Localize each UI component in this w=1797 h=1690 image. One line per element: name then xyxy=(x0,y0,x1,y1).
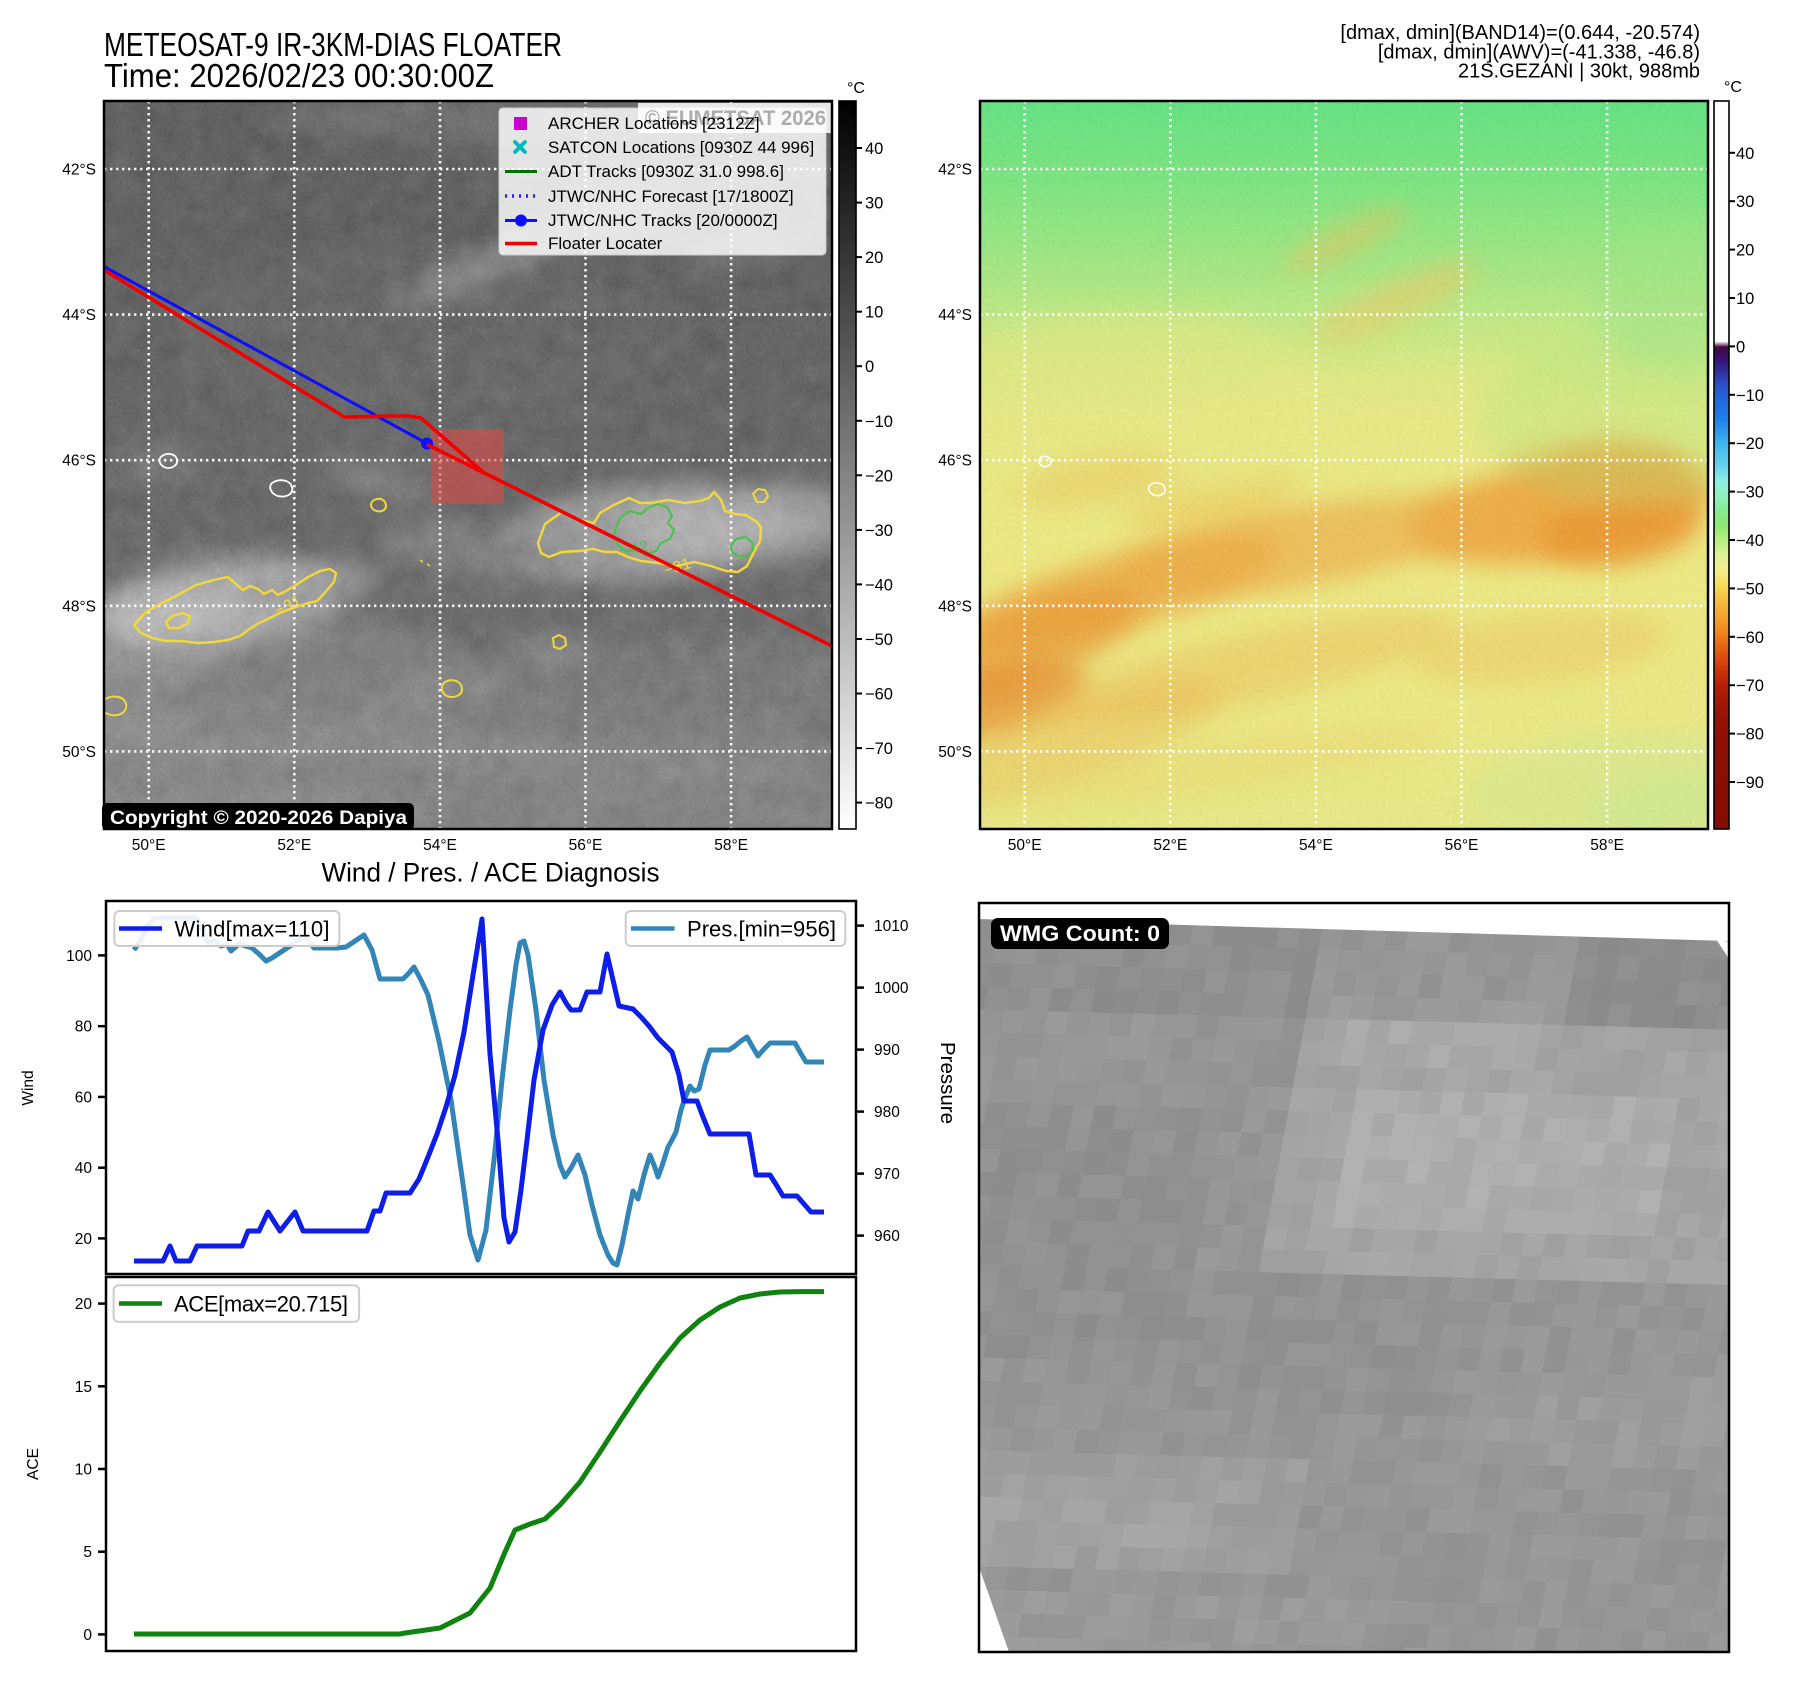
svg-text:60: 60 xyxy=(75,1089,93,1106)
svg-text:980: 980 xyxy=(874,1104,900,1121)
svg-text:40: 40 xyxy=(865,140,883,158)
svg-text:990: 990 xyxy=(874,1042,900,1059)
svg-text:−80: −80 xyxy=(1736,726,1764,744)
svg-text:°C: °C xyxy=(847,80,865,97)
svg-text:ACE[max=20.715]: ACE[max=20.715] xyxy=(174,1292,348,1317)
svg-text:−50: −50 xyxy=(1736,580,1764,598)
svg-text:Pressure: Pressure xyxy=(936,1042,959,1124)
svg-text:−70: −70 xyxy=(1736,677,1764,695)
svg-text:Time: 2026/02/23 00:30:00Z: Time: 2026/02/23 00:30:00Z xyxy=(104,57,494,94)
svg-text:21S.GEZANI | 30kt, 988mb: 21S.GEZANI | 30kt, 988mb xyxy=(1458,61,1700,83)
svg-text:METEOSAT-9 IR-3KM-DIAS FLOATER: METEOSAT-9 IR-3KM-DIAS FLOATER xyxy=(104,26,562,63)
svg-text:56°E: 56°E xyxy=(569,837,603,854)
svg-text:58°E: 58°E xyxy=(714,837,748,854)
svg-text:−70: −70 xyxy=(865,740,893,758)
svg-text:0: 0 xyxy=(83,1627,92,1644)
svg-text:Pres.[min=956]: Pres.[min=956] xyxy=(687,917,836,942)
svg-text:−90: −90 xyxy=(1736,774,1764,792)
svg-text:ADT Tracks [0930Z 31.0 998.6]: ADT Tracks [0930Z 31.0 998.6] xyxy=(548,162,784,181)
svg-text:50°E: 50°E xyxy=(1008,837,1042,854)
svg-text:20: 20 xyxy=(75,1296,93,1313)
svg-text:[dmax, dmin](AWV)=(-41.338, -4: [dmax, dmin](AWV)=(-41.338, -46.8) xyxy=(1378,41,1700,63)
svg-text:Wind: Wind xyxy=(20,1070,37,1105)
svg-text:−80: −80 xyxy=(865,795,893,813)
svg-text:10: 10 xyxy=(865,304,883,322)
svg-text:40: 40 xyxy=(1736,145,1754,163)
svg-text:970: 970 xyxy=(874,1166,900,1183)
svg-text:−30: −30 xyxy=(1736,484,1764,502)
svg-text:50°S: 50°S xyxy=(938,744,972,761)
svg-text:JTWC/NHC Tracks [20/0000Z]: JTWC/NHC Tracks [20/0000Z] xyxy=(548,211,778,230)
svg-text:−10: −10 xyxy=(865,413,893,431)
svg-text:48°S: 48°S xyxy=(62,598,96,615)
svg-text:5: 5 xyxy=(83,1544,92,1561)
svg-text:42°S: 42°S xyxy=(938,162,972,179)
svg-text:30: 30 xyxy=(865,195,883,213)
svg-text:80: 80 xyxy=(75,1019,93,1036)
svg-text:15: 15 xyxy=(75,1379,92,1396)
svg-text:0: 0 xyxy=(865,358,874,376)
svg-text:46°S: 46°S xyxy=(938,453,972,470)
svg-text:54°E: 54°E xyxy=(423,837,457,854)
svg-text:−40: −40 xyxy=(865,576,893,594)
svg-text:54°E: 54°E xyxy=(1299,837,1333,854)
svg-text:58°E: 58°E xyxy=(1590,837,1624,854)
svg-text:−40: −40 xyxy=(1736,532,1764,550)
svg-text:1010: 1010 xyxy=(874,918,909,935)
svg-text:44°S: 44°S xyxy=(938,307,972,324)
svg-text:Floater Locater: Floater Locater xyxy=(548,234,663,253)
svg-text:10: 10 xyxy=(1736,290,1754,308)
svg-text:0: 0 xyxy=(1736,338,1745,356)
svg-text:50°S: 50°S xyxy=(62,744,96,761)
svg-text:56°E: 56°E xyxy=(1445,837,1479,854)
svg-text:ARCHER Locations [2312Z]: ARCHER Locations [2312Z] xyxy=(548,114,760,133)
svg-text:52°E: 52°E xyxy=(277,837,311,854)
svg-text:1000: 1000 xyxy=(874,980,909,997)
svg-text:20: 20 xyxy=(865,249,883,267)
svg-text:52°E: 52°E xyxy=(1153,837,1187,854)
svg-text:−20: −20 xyxy=(865,467,893,485)
svg-text:10: 10 xyxy=(75,1462,93,1479)
svg-text:SATCON Locations [0930Z 44 996: SATCON Locations [0930Z 44 996] xyxy=(548,138,814,157)
svg-text:48°S: 48°S xyxy=(938,598,972,615)
svg-text:44°S: 44°S xyxy=(62,307,96,324)
svg-text:Copyright © 2020-2026 Dapiya: Copyright © 2020-2026 Dapiya xyxy=(110,808,407,829)
svg-text:© EUMETSAT 2026: © EUMETSAT 2026 xyxy=(645,106,826,130)
svg-text:40: 40 xyxy=(75,1160,93,1177)
svg-text:−30: −30 xyxy=(865,522,893,540)
svg-text:−10: −10 xyxy=(1736,387,1764,405)
svg-text:Wind[max=110]: Wind[max=110] xyxy=(175,917,330,942)
svg-text:WMG Count: 0: WMG Count: 0 xyxy=(1000,921,1160,946)
svg-text:30: 30 xyxy=(1736,193,1754,211)
svg-text:ACE: ACE xyxy=(25,1448,42,1480)
svg-text:20: 20 xyxy=(1736,242,1754,260)
svg-text:42°S: 42°S xyxy=(62,162,96,179)
svg-text:50°E: 50°E xyxy=(132,837,166,854)
svg-text:20: 20 xyxy=(75,1231,93,1248)
svg-text:Wind / Pres. / ACE Diagnosis: Wind / Pres. / ACE Diagnosis xyxy=(322,858,660,888)
svg-text:−60: −60 xyxy=(865,686,893,704)
svg-text:[dmax, dmin](BAND14)=(0.644, -: [dmax, dmin](BAND14)=(0.644, -20.574) xyxy=(1340,22,1700,44)
svg-text:46°S: 46°S xyxy=(62,453,96,470)
svg-text:−50: −50 xyxy=(865,631,893,649)
svg-text:JTWC/NHC Forecast [17/1800Z]: JTWC/NHC Forecast [17/1800Z] xyxy=(548,187,794,206)
svg-text:960: 960 xyxy=(874,1228,900,1245)
svg-text:−20: −20 xyxy=(1736,435,1764,453)
svg-text:°C: °C xyxy=(1724,79,1742,96)
svg-text:100: 100 xyxy=(66,948,92,965)
svg-text:−60: −60 xyxy=(1736,629,1764,647)
